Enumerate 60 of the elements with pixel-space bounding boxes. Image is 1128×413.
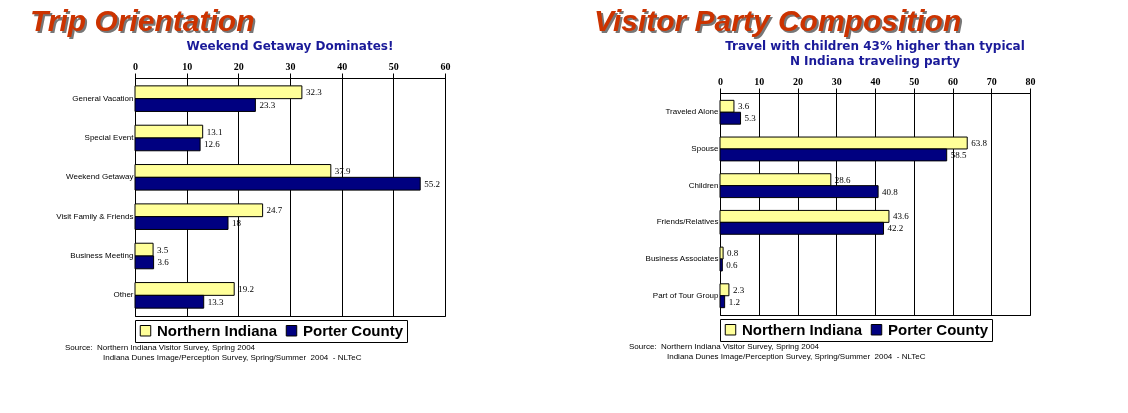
y-tick-label: Children [688, 180, 719, 190]
data-label: 3.6 [737, 101, 750, 112]
y-tick-label: Business Associates [645, 254, 719, 264]
data-label: 5.3 [744, 113, 757, 124]
x-tick-label: 50 [909, 75, 920, 87]
data-label: 19.2 [238, 283, 254, 294]
source-note: Source: Northern Indiana Visitor Survey, Spring 2004 [629, 342, 821, 352]
data-label: 42.2 [887, 223, 904, 234]
y-tick-label: Special Event [84, 132, 135, 142]
data-label: 13.3 [207, 296, 224, 307]
y-tick-label: Business Meeting [70, 251, 134, 261]
data-label: 1.2 [728, 296, 740, 307]
chart-subtitle: Weekend Getaway Dominates! [186, 39, 394, 53]
chart-subtitle: Travel with children 43% higher than typical N Indiana traveling party [725, 39, 1025, 68]
data-label: 40.8 [882, 186, 899, 197]
text: Indiana Dunes Image/Perception Survey, Spring/Summer 2004 - NLTeC [102, 353, 363, 363]
x-tick-label: 80 [1025, 75, 1036, 87]
data-label: 0.8 [727, 248, 739, 259]
x-tick-label: 0 [133, 60, 138, 72]
x-tick-label: 60 [440, 60, 451, 72]
legend-label: Northern Indiana [157, 321, 278, 339]
y-tick-label: General Vacation [72, 93, 134, 103]
legend-label: Porter County [303, 321, 404, 339]
x-tick-label: 10 [754, 75, 765, 87]
data-label: 32.3 [305, 87, 323, 98]
y-tick-label: Visit Family & Friends [56, 211, 134, 221]
y-tick-label: Weekend Getaway [66, 172, 134, 182]
x-tick-label: 50 [388, 60, 399, 72]
y-tick-label: Other [113, 290, 134, 300]
x-tick-label: 20 [233, 60, 244, 72]
data-label: 23.3 [259, 100, 276, 111]
data-label: 3.5 [157, 244, 169, 255]
data-label: 3.6 [157, 257, 170, 268]
x-tick-label: 60 [948, 75, 958, 87]
chart-title: Visitor Party Composition [594, 4, 963, 39]
chart-title: Trip Orientation [30, 4, 256, 39]
data-label: 43.6 [892, 211, 910, 222]
x-tick-label: 40 [870, 75, 881, 87]
x-tick-label: 20 [793, 75, 803, 87]
y-tick-label: Friends/Relatives [656, 217, 719, 227]
x-tick-label: 10 [182, 60, 193, 72]
x-tick-label: 70 [986, 75, 997, 87]
text: Indiana Dunes Image/Perception Survey, Spring/Summer 2004 - NLTeC [666, 352, 927, 362]
y-tick-label: Spouse [691, 143, 720, 153]
data-label: 13.1 [206, 126, 223, 137]
legend-label: Porter County [888, 320, 989, 338]
data-label: 55.2 [424, 178, 440, 189]
data-label: 12.6 [204, 139, 221, 150]
data-label: 2.3 [732, 284, 745, 295]
data-label: 63.8 [971, 138, 988, 148]
x-tick-label: 30 [285, 60, 296, 72]
source-note: Source: Northern Indiana Visitor Survey, Spring 2004 [65, 343, 257, 353]
x-tick-label: 40 [337, 60, 348, 72]
legend-label: Northern Indiana [742, 320, 863, 338]
data-label: 24.7 [266, 205, 283, 216]
data-label: 0.6 [726, 260, 739, 270]
y-tick-label: Traveled Alone [665, 107, 720, 117]
x-tick-label: 0 [718, 75, 723, 87]
y-tick-label: Part of Tour Group [652, 290, 720, 300]
x-tick-label: 30 [831, 75, 842, 87]
